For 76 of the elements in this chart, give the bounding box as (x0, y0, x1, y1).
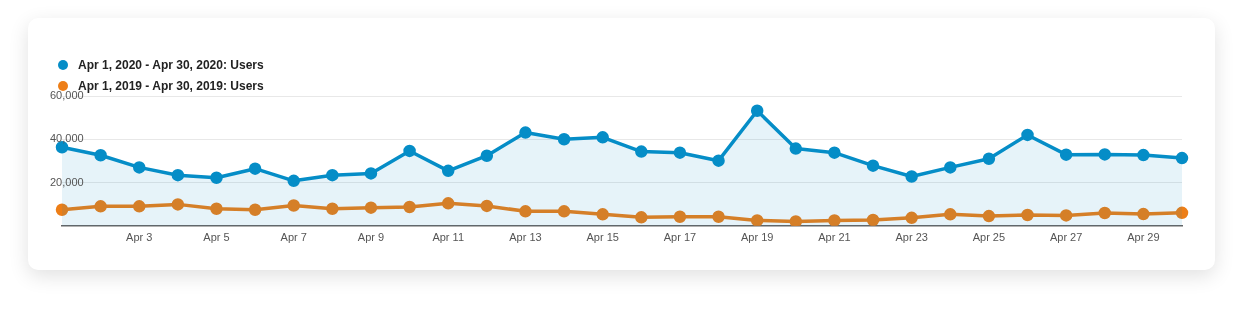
point (944, 161, 957, 174)
point (1175, 151, 1189, 165)
x-tick-label: Apr 17 (663, 231, 697, 244)
point (519, 205, 532, 218)
point (673, 146, 687, 159)
point (519, 126, 532, 139)
point (905, 211, 918, 225)
x-tick-label: Apr 9 (357, 231, 385, 244)
x-tick-label: Apr 27 (1049, 231, 1083, 244)
point (287, 174, 300, 188)
x-tick-label: Apr 21 (818, 231, 851, 244)
x-tick-label: Apr 23 (895, 231, 928, 244)
point (905, 170, 918, 183)
y-tick-label: 20,000 (50, 175, 84, 188)
point (210, 202, 223, 215)
point (557, 133, 571, 146)
point (480, 199, 494, 213)
point (866, 213, 880, 226)
x-tick-label: Apr 25 (972, 231, 1006, 244)
point (673, 210, 687, 223)
point (364, 167, 378, 180)
point (171, 198, 185, 211)
point (635, 211, 648, 224)
point (94, 149, 107, 162)
point (248, 203, 262, 217)
point (1059, 148, 1073, 161)
point (1098, 148, 1112, 161)
point (982, 152, 996, 165)
point (596, 208, 609, 221)
point (94, 200, 107, 213)
point (944, 208, 957, 221)
point (326, 202, 339, 215)
x-tick-label: Apr 15 (586, 231, 619, 244)
point (866, 159, 880, 172)
point (132, 200, 146, 213)
point (712, 210, 725, 223)
point (1137, 207, 1150, 221)
point (1098, 206, 1112, 220)
point (287, 199, 300, 212)
point (828, 146, 841, 159)
x-tick-label: Apr 3 (126, 231, 153, 244)
x-tick-label: Apr 19 (740, 231, 774, 244)
y-tick-label: 40,000 (50, 132, 84, 145)
point (364, 201, 378, 214)
point (828, 214, 841, 226)
point (132, 161, 146, 174)
point (982, 209, 996, 223)
point (789, 142, 803, 155)
x-tick-label: Apr 11 (432, 231, 464, 244)
point (635, 145, 648, 158)
point (596, 131, 609, 144)
point (1021, 208, 1034, 222)
point (441, 164, 455, 178)
point (750, 214, 764, 226)
point (480, 149, 494, 162)
x-tick-label: Apr 13 (509, 231, 542, 244)
point (1021, 128, 1034, 142)
point (441, 197, 455, 210)
point (55, 203, 69, 217)
point (1137, 148, 1150, 162)
x-tick-label: Apr 7 (280, 231, 307, 244)
x-tick-label: Apr 29 (1127, 231, 1160, 244)
point (210, 171, 223, 185)
point (1175, 206, 1189, 220)
point (712, 154, 725, 167)
point (750, 104, 764, 117)
point (248, 162, 262, 175)
point (326, 168, 339, 182)
legend-label: Apr 1, 2020 - Apr 30, 2020: Users (78, 57, 264, 72)
point (789, 215, 803, 226)
point (403, 200, 416, 214)
point (557, 205, 571, 218)
point (403, 144, 416, 158)
point (1059, 209, 1073, 222)
x-tick-label: Apr 5 (203, 231, 230, 244)
point (171, 168, 185, 182)
